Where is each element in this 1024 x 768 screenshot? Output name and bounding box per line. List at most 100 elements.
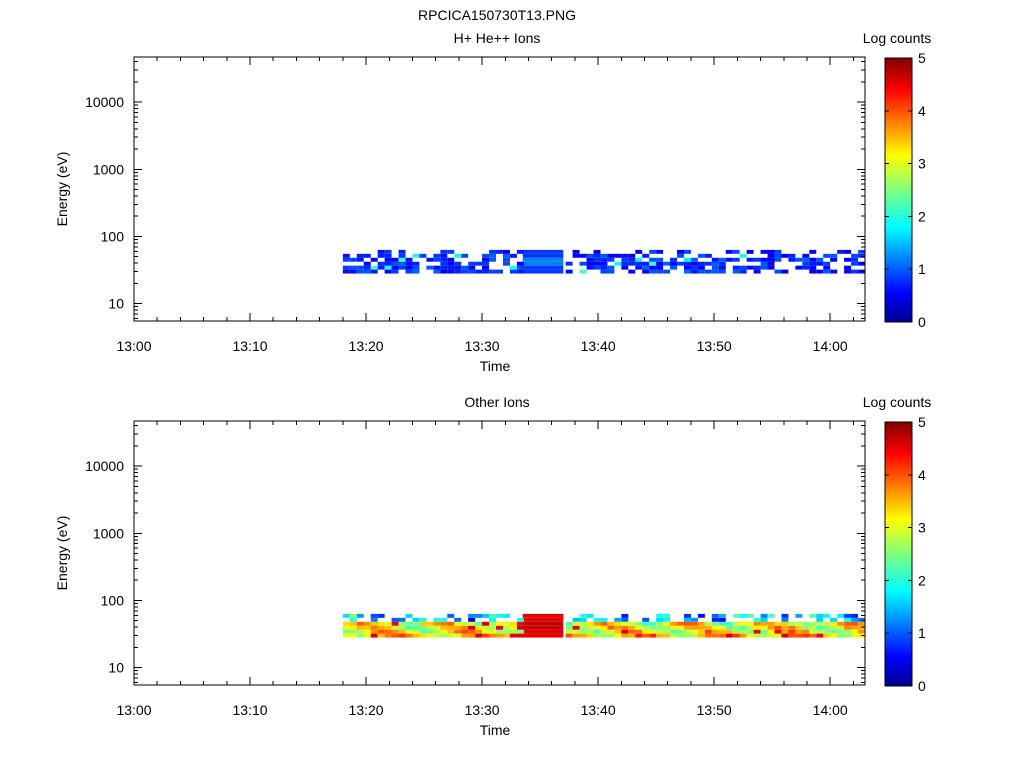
heatmap-cell bbox=[579, 613, 587, 618]
heatmap-cell bbox=[851, 625, 859, 630]
heatmap-cell bbox=[830, 633, 838, 638]
colorbar-tick-label: 0 bbox=[918, 678, 926, 694]
heatmap-cell bbox=[489, 249, 497, 254]
heatmap-cell bbox=[475, 613, 483, 618]
heatmap-cell bbox=[704, 633, 712, 638]
heatmap-cell bbox=[690, 261, 698, 266]
heatmap-cell bbox=[670, 265, 678, 270]
heatmap-cell bbox=[690, 265, 698, 270]
heatmap-cell bbox=[774, 257, 782, 262]
heatmap-cell bbox=[774, 249, 782, 254]
heatmap-cell bbox=[482, 257, 490, 262]
heatmap-cell bbox=[823, 265, 831, 270]
heatmap-cell bbox=[377, 621, 385, 626]
heatmap-cell bbox=[858, 261, 865, 266]
heatmap-cell bbox=[586, 265, 594, 270]
heatmap-cell bbox=[683, 257, 691, 262]
heatmap-cell bbox=[809, 265, 817, 270]
heatmap-cell bbox=[454, 253, 462, 258]
heatmap-cell bbox=[635, 257, 643, 262]
heatmap-cell bbox=[342, 269, 350, 274]
heatmap-cell bbox=[858, 617, 865, 622]
heatmap-cell bbox=[349, 625, 357, 630]
y-tick-label: 1000 bbox=[93, 161, 124, 177]
heatmap-cell bbox=[663, 629, 671, 634]
heatmap-cell bbox=[774, 269, 782, 274]
heatmap-cell bbox=[621, 629, 629, 634]
heatmap-cell bbox=[795, 613, 803, 618]
heatmap-cell bbox=[363, 625, 371, 630]
heatmap-cell bbox=[844, 629, 852, 634]
heatmap-cell bbox=[663, 621, 671, 626]
y-tick-label: 100 bbox=[101, 228, 125, 244]
heatmap-cell bbox=[440, 261, 448, 266]
heatmap-cell bbox=[516, 625, 524, 630]
heatmap-cell bbox=[858, 621, 865, 626]
heatmap-cell bbox=[649, 629, 657, 634]
heatmap-cell bbox=[635, 261, 643, 266]
heatmap-cell bbox=[593, 625, 601, 630]
heatmap-cell bbox=[565, 621, 573, 626]
x-tick-label: 13:40 bbox=[581, 702, 616, 718]
heatmap-cell bbox=[426, 265, 434, 270]
heatmap-cell bbox=[767, 613, 775, 618]
heatmap-cell bbox=[607, 621, 615, 626]
heatmap-cell bbox=[405, 257, 413, 262]
heatmap-cell bbox=[767, 629, 775, 634]
heatmap-cell bbox=[349, 257, 357, 262]
heatmap-cell bbox=[781, 253, 789, 258]
heatmap-cell bbox=[621, 633, 629, 638]
heatmap-cell bbox=[711, 257, 719, 262]
heatmap-cell bbox=[516, 261, 524, 266]
heatmap-cell bbox=[823, 629, 831, 634]
heatmap-cell bbox=[802, 621, 810, 626]
heatmap-cell bbox=[482, 633, 490, 638]
heatmap-cell bbox=[642, 269, 650, 274]
heatmap-cell bbox=[433, 265, 441, 270]
heatmap-cell bbox=[816, 617, 824, 622]
heatmap-cell bbox=[697, 265, 705, 270]
panel-title: Other Ions bbox=[464, 394, 529, 410]
y-tick-label: 10 bbox=[108, 296, 124, 312]
heatmap-cell bbox=[572, 249, 580, 254]
heatmap-cell bbox=[851, 269, 859, 274]
heatmap-cell bbox=[600, 629, 608, 634]
heatmap-cell bbox=[704, 625, 712, 630]
heatmap-cell bbox=[447, 629, 455, 634]
heatmap-cell bbox=[377, 613, 385, 618]
heatmap-cell bbox=[405, 625, 413, 630]
heatmap-cell bbox=[593, 253, 601, 258]
heatmap-cell bbox=[593, 257, 601, 262]
heatmap-cell bbox=[600, 257, 608, 262]
heatmap-cell bbox=[858, 249, 865, 254]
colorbar-tick-label: 0 bbox=[918, 314, 926, 330]
heatmap-cell bbox=[830, 617, 838, 622]
heatmap-cell bbox=[697, 629, 705, 634]
heatmap-cell bbox=[565, 625, 573, 630]
heatmap-cell bbox=[677, 249, 684, 254]
y-tick-label: 10000 bbox=[85, 94, 124, 110]
heatmap-cell bbox=[377, 261, 385, 266]
heatmap-cell bbox=[440, 269, 448, 274]
heatmap-cell bbox=[509, 633, 517, 638]
heatmap-cell bbox=[649, 269, 657, 274]
heatmap-cell bbox=[579, 625, 587, 630]
heatmap-cell bbox=[516, 265, 524, 270]
heatmap-cell bbox=[690, 617, 698, 622]
heatmap-cell bbox=[628, 257, 636, 262]
heatmap-cell bbox=[816, 633, 824, 638]
heatmap-cell bbox=[405, 613, 413, 618]
heatmap-cell bbox=[760, 613, 768, 618]
heatmap-cell bbox=[635, 621, 643, 626]
heatmap-cell bbox=[718, 269, 726, 274]
heatmap-cell bbox=[697, 253, 705, 258]
heatmap-cell bbox=[572, 629, 580, 634]
heatmap-cell bbox=[607, 629, 615, 634]
heatmap-cell bbox=[677, 261, 684, 266]
heatmap-cell bbox=[614, 633, 622, 638]
heatmap-cell bbox=[753, 257, 761, 262]
heatmap-cell bbox=[454, 261, 462, 266]
colorbar-label: Log counts bbox=[863, 30, 932, 46]
y-tick-label: 100 bbox=[101, 592, 125, 608]
colorbar-tick-label: 1 bbox=[918, 261, 926, 277]
